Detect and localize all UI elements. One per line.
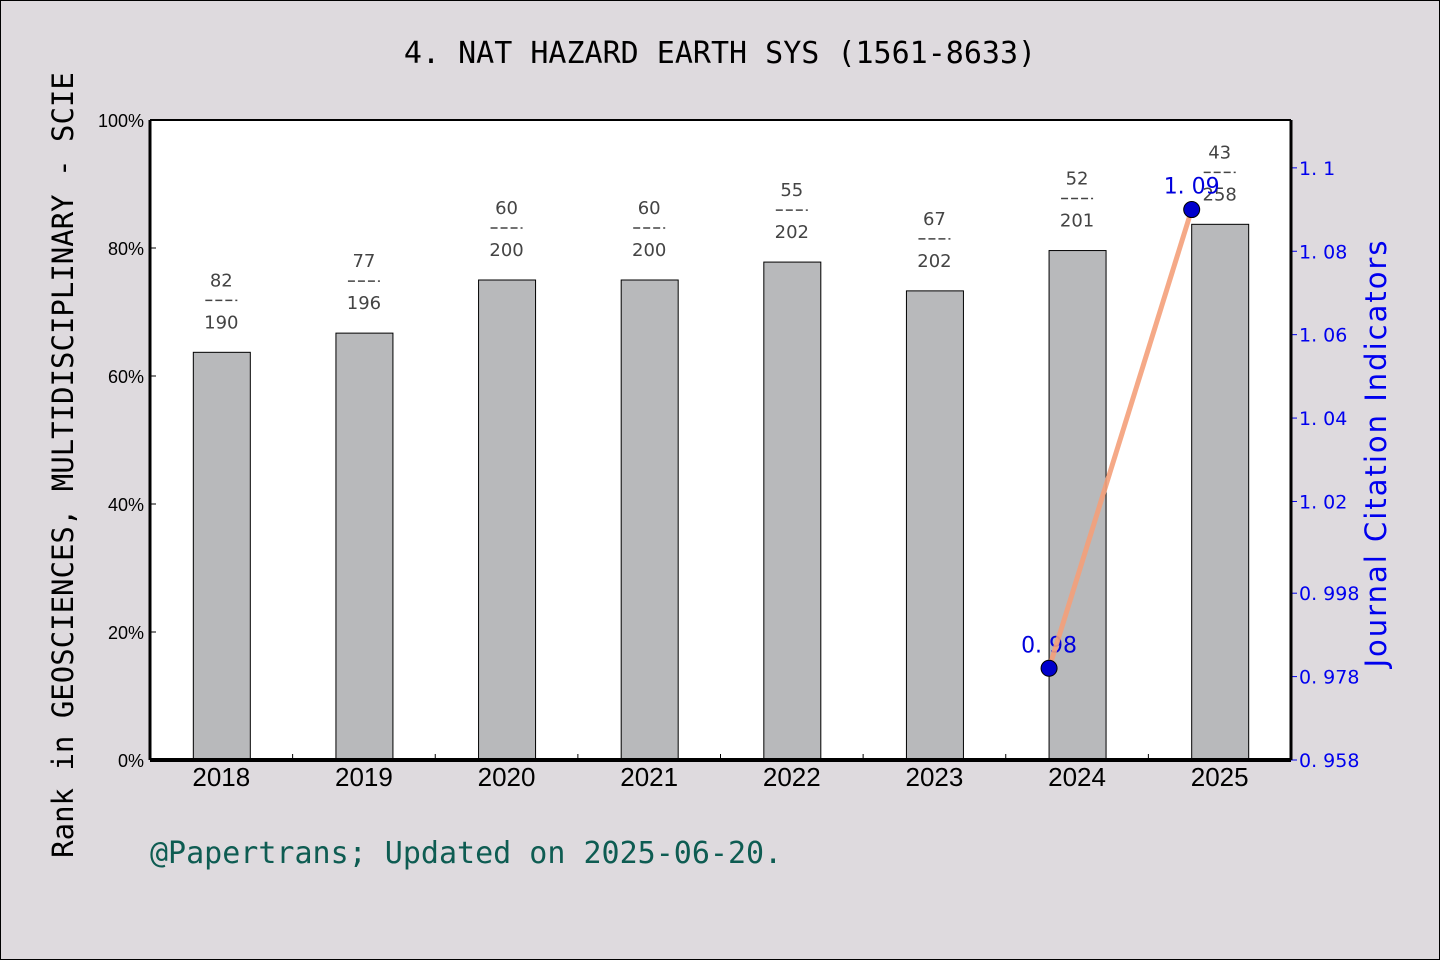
x-tick-label: 2025 (1191, 762, 1249, 792)
total-label: 201 (1060, 211, 1094, 232)
y-tick-label: 40% (108, 495, 144, 515)
x-tick-label: 2024 (1048, 762, 1106, 792)
y-right-tick-label: 0. 978 (1299, 667, 1359, 689)
y-right-tick-label: 0. 958 (1299, 750, 1359, 772)
jci-line (1046, 208, 1195, 670)
jci-value-label: 1. 09 (1164, 175, 1220, 200)
rank-label: 60 (495, 198, 518, 219)
y-right-tick-label: 0. 998 (1299, 583, 1359, 605)
jci-value-label: 0. 98 (1021, 633, 1077, 658)
bar-2022 (763, 261, 822, 761)
bar-2020 (478, 279, 537, 761)
bar-2025 (1191, 223, 1250, 761)
rank-label: 77 (352, 251, 375, 272)
bar-2024 (1048, 250, 1107, 761)
x-tick-label: 2018 (192, 762, 250, 792)
total-label: 190 (204, 312, 238, 333)
bar-2019 (335, 332, 394, 761)
rank-label: 52 (1066, 169, 1089, 190)
total-label: 200 (489, 240, 523, 261)
y-tick-label: 80% (108, 239, 144, 259)
y-right-tick-label: 1. 06 (1299, 325, 1347, 347)
bar-2021 (620, 279, 679, 761)
rank-label: 43 (1208, 142, 1231, 163)
chart-title: 4. NAT HAZARD EARTH SYS (1561-8633) (403, 36, 1037, 71)
y-right-tick-label: 1. 04 (1299, 408, 1347, 430)
jci-marker (1183, 201, 1201, 219)
x-tick-label: 2019 (335, 762, 393, 792)
rank-label: 82 (210, 270, 233, 291)
x-tick-label: 2023 (906, 762, 964, 792)
y-tick-label: 100% (98, 111, 144, 131)
x-tick-label: 2020 (478, 762, 536, 792)
y-tick-label: 20% (108, 623, 144, 643)
rank-label: 67 (923, 209, 946, 230)
y-tick-label: 0% (118, 751, 144, 771)
total-label: 200 (632, 240, 666, 261)
y-right-tick-label: 1. 02 (1299, 491, 1347, 513)
total-label: 196 (347, 293, 381, 314)
rank-label: 55 (780, 180, 803, 201)
total-label: 202 (775, 222, 809, 243)
rank-label: 60 (638, 198, 661, 219)
y-right-tick-label: 1. 1 (1299, 158, 1335, 180)
y-right-tick-label: 1. 08 (1299, 241, 1347, 263)
bar-2018 (192, 351, 251, 761)
jci-marker (1040, 659, 1058, 677)
x-tick-label: 2022 (763, 762, 821, 792)
y-tick-label: 60% (108, 367, 144, 387)
total-label: 258 (1203, 184, 1237, 205)
x-tick-label: 2021 (620, 762, 678, 792)
bar-2023 (905, 290, 964, 761)
footer-note: @Papertrans; Updated on 2025-06-20. (150, 836, 783, 871)
total-label: 202 (917, 251, 951, 272)
